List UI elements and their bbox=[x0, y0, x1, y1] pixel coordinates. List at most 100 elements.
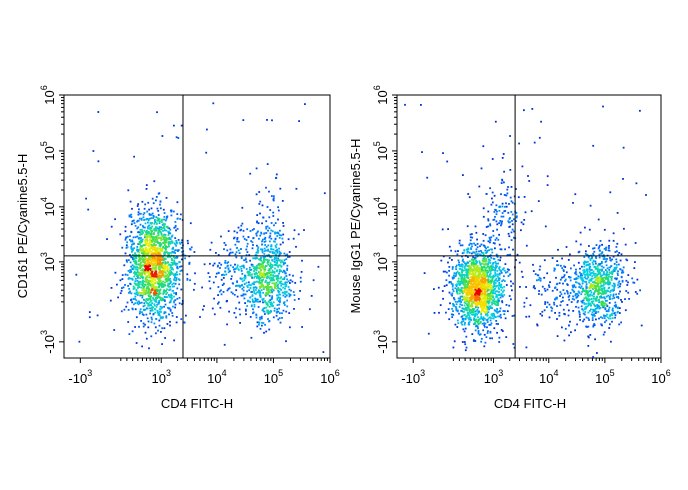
right-event-dot bbox=[587, 335, 590, 338]
left-event-dot bbox=[149, 257, 151, 260]
right-event-dot bbox=[476, 267, 479, 269]
right-event-dot bbox=[495, 262, 497, 265]
right-event-dot bbox=[484, 277, 487, 279]
left-event-dot bbox=[226, 262, 229, 264]
left-event-dot bbox=[186, 278, 189, 281]
left-event-dot bbox=[241, 222, 244, 225]
left-event-dot bbox=[236, 264, 239, 267]
right-event-dot bbox=[503, 313, 506, 316]
left-event-dot bbox=[134, 295, 137, 298]
left-event-dot bbox=[157, 257, 160, 260]
right-event-dot bbox=[469, 318, 472, 321]
right-event-dot bbox=[482, 239, 485, 242]
right-event-dot bbox=[487, 261, 490, 264]
right-event-dot bbox=[449, 302, 451, 305]
left-event-dot bbox=[141, 296, 144, 299]
left-event-dot bbox=[263, 250, 266, 253]
left-event-dot bbox=[146, 236, 149, 239]
left-x-tick-label: -103 bbox=[68, 368, 92, 386]
left-event-dot bbox=[174, 252, 176, 254]
left-event-dot bbox=[157, 233, 160, 236]
right-event-dot bbox=[455, 285, 458, 288]
left-event-dot bbox=[137, 263, 140, 266]
right-event-dot bbox=[494, 271, 497, 274]
right-event-dot bbox=[480, 251, 483, 254]
right-event-dot bbox=[594, 282, 597, 284]
right-event-dot bbox=[446, 271, 448, 274]
right-event-dot bbox=[486, 265, 489, 267]
left-event-dot bbox=[134, 272, 137, 275]
left-event-dot bbox=[159, 280, 162, 283]
left-event-dot bbox=[157, 329, 159, 332]
right-event-dot bbox=[472, 290, 475, 293]
right-event-dot bbox=[481, 276, 484, 279]
right-event-dot bbox=[476, 264, 479, 267]
left-event-dot bbox=[167, 264, 169, 267]
right-event-dot bbox=[482, 244, 485, 247]
left-event-dot bbox=[148, 295, 151, 298]
left-event-dot bbox=[153, 260, 155, 263]
left-event-dot bbox=[252, 265, 254, 268]
right-event-dot bbox=[603, 331, 606, 334]
right-event-dot bbox=[491, 307, 493, 310]
right-event-dot bbox=[450, 249, 452, 252]
right-event-dot bbox=[463, 308, 465, 311]
right-event-dot bbox=[495, 265, 497, 267]
left-event-dot bbox=[271, 251, 274, 253]
right-event-dot bbox=[471, 313, 474, 316]
left-event-dot bbox=[289, 279, 292, 282]
left-event-dot bbox=[143, 293, 145, 295]
right-event-dot bbox=[599, 292, 602, 294]
right-event-dot bbox=[479, 262, 481, 264]
left-event-dot bbox=[176, 217, 179, 220]
right-event-dot bbox=[486, 274, 488, 277]
left-event-dot bbox=[282, 222, 284, 224]
left-event-dot bbox=[268, 272, 270, 274]
right-event-dot bbox=[455, 307, 458, 310]
left-event-dot bbox=[161, 283, 164, 286]
left-event-dot bbox=[252, 288, 255, 291]
right-event-dot bbox=[461, 259, 464, 262]
left-event-dot bbox=[146, 258, 149, 260]
left-event-dot bbox=[155, 273, 158, 276]
left-event-dot bbox=[167, 261, 170, 264]
left-event-dot bbox=[133, 272, 135, 274]
left-event-dot bbox=[169, 269, 171, 272]
right-event-dot bbox=[489, 305, 492, 308]
right-event-dot bbox=[472, 264, 475, 267]
left-event-dot bbox=[162, 259, 165, 262]
left-event-dot bbox=[241, 284, 243, 286]
right-event-dot bbox=[455, 303, 458, 306]
right-event-dot bbox=[478, 296, 481, 299]
left-event-dot bbox=[142, 225, 144, 227]
left-event-dot bbox=[159, 317, 162, 320]
right-event-dot bbox=[618, 292, 620, 295]
right-event-dot bbox=[459, 283, 461, 286]
left-event-dot bbox=[283, 278, 286, 281]
right-event-dot bbox=[493, 284, 495, 287]
right-event-dot bbox=[499, 256, 502, 259]
right-event-dot bbox=[482, 281, 485, 283]
left-event-dot bbox=[269, 256, 272, 258]
right-event-dot bbox=[466, 304, 468, 306]
right-event-dot bbox=[474, 310, 477, 313]
right-event-dot bbox=[620, 321, 622, 324]
left-y-tick-label: 103 bbox=[39, 252, 57, 271]
right-event-dot bbox=[495, 294, 498, 296]
right-event-dot bbox=[477, 293, 480, 295]
left-event-dot bbox=[278, 307, 280, 310]
right-event-dot bbox=[589, 309, 591, 312]
right-event-dot bbox=[481, 307, 484, 310]
right-event-dot bbox=[588, 228, 591, 231]
right-event-dot bbox=[471, 288, 474, 290]
left-event-dot bbox=[136, 266, 139, 268]
right-event-dot bbox=[497, 303, 499, 305]
left-event-dot bbox=[131, 330, 134, 333]
left-event-dot bbox=[222, 277, 225, 279]
right-event-dot bbox=[473, 317, 475, 320]
right-event-dot bbox=[458, 312, 460, 315]
right-event-dot bbox=[601, 269, 603, 272]
right-event-dot bbox=[590, 291, 593, 294]
right-event-dot bbox=[617, 282, 620, 284]
left-event-dot bbox=[144, 323, 146, 326]
